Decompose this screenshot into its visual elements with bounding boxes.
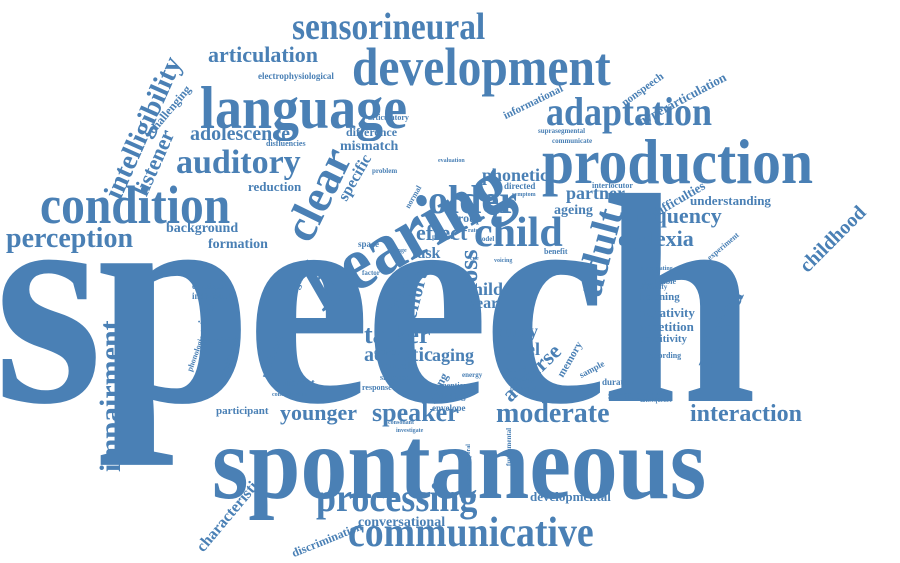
word-factor: factor bbox=[362, 269, 380, 277]
word-potential: potential bbox=[510, 385, 537, 393]
word-speech: speech bbox=[0, 134, 757, 466]
word-child: child bbox=[474, 210, 563, 256]
word-interaction: interaction bbox=[690, 401, 802, 427]
word-talker: talker bbox=[364, 320, 431, 349]
word-understanding: understanding bbox=[690, 193, 771, 208]
word-problem: problem bbox=[372, 167, 398, 175]
word-development: development bbox=[352, 37, 611, 97]
word-benefit: benefit bbox=[544, 247, 568, 256]
word-communicate: communicate bbox=[552, 137, 593, 145]
word-energy: energy bbox=[462, 371, 483, 379]
word-background: background bbox=[166, 221, 239, 236]
word-study: study bbox=[496, 321, 539, 341]
word-dyslexia: dyslexia bbox=[618, 226, 694, 251]
word-moderate: moderate bbox=[496, 398, 610, 429]
word-interlocutor: interlocutor bbox=[592, 181, 633, 190]
word-conversational: conversational bbox=[358, 515, 446, 530]
word-deficit: deficit bbox=[374, 347, 401, 358]
word-strategies: strategies bbox=[608, 387, 661, 402]
word-sensitivity: sensitivity bbox=[640, 333, 688, 345]
word-selectivity: selectivity bbox=[200, 335, 238, 345]
word-consistent: consistent bbox=[192, 281, 230, 291]
word-sound: sound bbox=[506, 365, 527, 374]
word-year: year bbox=[468, 295, 499, 312]
word-investigate: investigate bbox=[396, 428, 424, 434]
word-articulation: articulation bbox=[208, 42, 318, 67]
word-intelligible: intelligible bbox=[640, 277, 676, 286]
word-difficulty: difficulty bbox=[640, 283, 668, 291]
word-negativity: negativity bbox=[640, 305, 695, 320]
word-sensorineural: sensorineural bbox=[292, 6, 486, 48]
word-necessary: necessary bbox=[506, 375, 535, 383]
word-investigating: investigating bbox=[640, 266, 673, 272]
word-childhood: childhood bbox=[795, 201, 871, 277]
word-directed: directed bbox=[504, 181, 536, 191]
word-space: space bbox=[358, 239, 379, 249]
word-response: response bbox=[362, 383, 392, 392]
word-rate: rate bbox=[468, 228, 479, 234]
word-speaker: speaker bbox=[372, 398, 459, 427]
word-cue: cue bbox=[470, 256, 479, 262]
word-condition: condition bbox=[40, 175, 231, 235]
word-ageing: ageing bbox=[554, 203, 593, 218]
word-group: group bbox=[452, 211, 483, 225]
word-concentration: concentration bbox=[272, 392, 308, 398]
word-electrophysiological: electrophysiological bbox=[258, 71, 334, 81]
word-control: control bbox=[380, 361, 411, 372]
word-auditory: auditory bbox=[176, 144, 301, 181]
word-processing: processing bbox=[316, 475, 478, 520]
word-voicing: voicing bbox=[494, 258, 513, 264]
word-consequence: consequence bbox=[640, 398, 672, 404]
word-spectrotemporal: spectrotemporal bbox=[466, 444, 472, 486]
word-different: different bbox=[274, 377, 315, 389]
word-model: model bbox=[476, 235, 495, 243]
word-duration: duration bbox=[602, 377, 636, 387]
word-suprasegmental: suprasegmental bbox=[538, 127, 586, 135]
word-result: result bbox=[416, 261, 436, 270]
word-effect: effect bbox=[416, 220, 468, 245]
word-range: range bbox=[392, 248, 407, 254]
word-envelope: envelope bbox=[432, 403, 466, 413]
word-evaluation: evaluation bbox=[438, 158, 465, 164]
word-communicative: communicative bbox=[348, 510, 594, 556]
word-recording: recording bbox=[648, 351, 682, 360]
word-language: language bbox=[200, 75, 408, 141]
word-task: task bbox=[412, 245, 441, 262]
word-mismatch: mismatch bbox=[340, 139, 399, 154]
word-perception: perception bbox=[6, 223, 134, 254]
word-adaptation: adaptation bbox=[546, 89, 713, 134]
word-production: production bbox=[542, 126, 814, 197]
word-partner: partner bbox=[566, 183, 625, 203]
word-listening: listening bbox=[640, 291, 680, 303]
word-adolescence: adolescence bbox=[190, 123, 290, 145]
word-spontaneous: spontaneous bbox=[212, 406, 707, 521]
word-individual: individual bbox=[192, 291, 232, 301]
word-formation: formation bbox=[208, 237, 268, 252]
word-frequency: frequency bbox=[628, 203, 722, 228]
word-younger: younger bbox=[280, 400, 357, 425]
word-participant: participant bbox=[216, 405, 269, 417]
word-articulatory: articulatory bbox=[368, 113, 409, 122]
word-fundamental: fundamental bbox=[505, 427, 513, 466]
word-developmental: developmental bbox=[530, 489, 611, 504]
word-impairment: impairment bbox=[94, 320, 127, 472]
word-acoustic: acoustic bbox=[364, 344, 433, 366]
word-mild: mild bbox=[468, 279, 504, 299]
word-reduction: reduction bbox=[248, 179, 302, 194]
word-consonant: consonant bbox=[388, 420, 415, 426]
word-repetition: repetition bbox=[640, 319, 694, 334]
word-symptom: symptom bbox=[512, 192, 536, 198]
word-phonetic: phonetic bbox=[482, 165, 549, 185]
word-mention: mention bbox=[440, 381, 468, 390]
word-situation: situation bbox=[380, 373, 410, 382]
word-vowel: vowel bbox=[496, 339, 540, 359]
word-difference: difference bbox=[346, 125, 398, 139]
word-person: person bbox=[432, 233, 453, 241]
word-older: older bbox=[428, 177, 517, 222]
word-disfluencies: disfluencies bbox=[266, 139, 306, 148]
word-aging: aging bbox=[432, 345, 475, 365]
word-finding: finding bbox=[438, 391, 466, 401]
